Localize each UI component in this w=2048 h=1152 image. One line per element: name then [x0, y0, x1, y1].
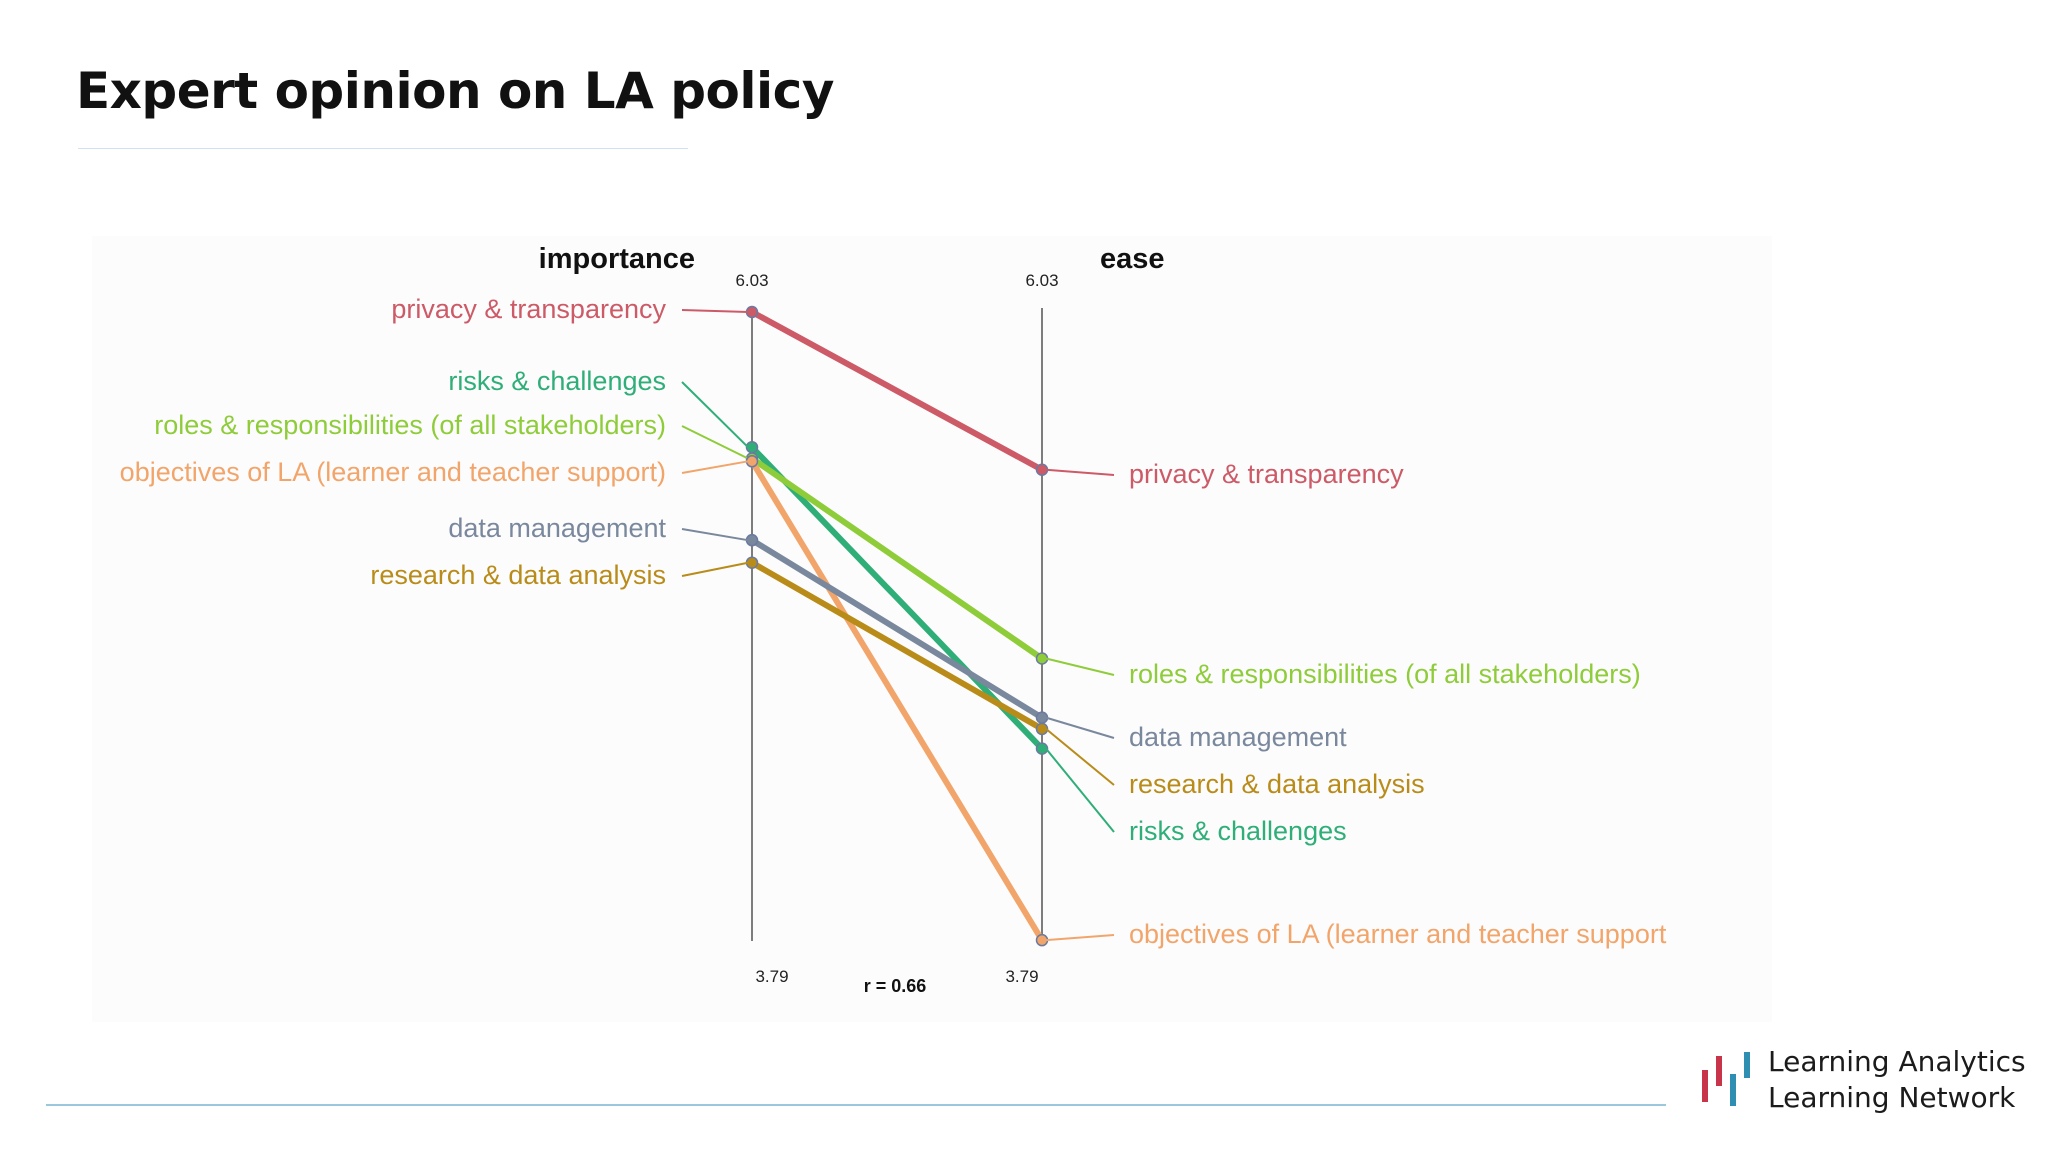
logo-bar [1702, 1070, 1708, 1102]
axis-max-label-ease: 6.03 [1025, 271, 1058, 290]
series-point-ease [1035, 652, 1049, 665]
right-series-label: objectives of LA (learner and teacher su… [1129, 919, 1667, 949]
right-leader-line [1045, 934, 1115, 942]
left-leader-line [681, 381, 749, 448]
axis-title-importance: importance [539, 243, 695, 275]
left-series-label: data management [448, 513, 666, 543]
series-line [749, 455, 1045, 662]
logo-mark-icon [1702, 1052, 1750, 1106]
logo-bar [1716, 1056, 1722, 1086]
series-line [749, 537, 1045, 721]
chart-background [92, 236, 1772, 1022]
series-point-importance [745, 440, 759, 454]
right-series-label: roles & responsibilities (of all stakeho… [1129, 659, 1641, 689]
axis-title-ease: ease [1100, 243, 1165, 275]
series-line [749, 559, 1045, 732]
left-series-label: privacy & transparency [391, 294, 666, 324]
logo-text: Learning Analytics Learning Network [1768, 1044, 2026, 1116]
logo-line-2: Learning Network [1768, 1081, 2016, 1114]
series-point-ease [1035, 742, 1049, 755]
axes-layer: 6.03 3.79 6.03 3.79 importance ease r = 0.66 [539, 243, 1165, 996]
series-point-ease [1035, 463, 1049, 476]
right-series-label: risks & challenges [1129, 816, 1347, 846]
series-line [749, 458, 1045, 944]
right-leader-line [1045, 468, 1115, 476]
right-series-label: data management [1129, 722, 1347, 752]
right-series-label: privacy & transparency [1129, 459, 1404, 489]
left-series-label: roles & responsibilities (of all stakeho… [154, 410, 666, 440]
series-point-ease [1035, 933, 1049, 947]
left-leader-line [681, 528, 749, 542]
left-leader-line [681, 561, 749, 577]
series-line [749, 309, 1045, 473]
axis-min-label-ease: 3.79 [1005, 967, 1038, 986]
logo-line-1: Learning Analytics [1768, 1045, 2026, 1078]
slide-title: Expert opinion on LA policy [76, 62, 834, 120]
left-leader-line [681, 460, 749, 474]
left-series-label: objectives of LA (learner and teacher su… [120, 457, 666, 487]
right-leader-line [1045, 728, 1115, 786]
series-point-importance [745, 455, 759, 468]
series-point-importance [745, 533, 759, 547]
series-point-importance [745, 556, 759, 569]
logo-bar [1744, 1052, 1750, 1078]
footer-rule [46, 1104, 1666, 1106]
correlation-annotation: r = 0.66 [864, 976, 927, 996]
series-point-importance [745, 305, 759, 319]
logo: Learning Analytics Learning Network [1700, 1040, 2030, 1120]
left-leader-line [681, 309, 749, 313]
logo-bar [1730, 1074, 1736, 1106]
right-leader-line [1045, 657, 1115, 676]
right-series-label: research & data analysis [1129, 769, 1425, 799]
axis-max-label-importance: 6.03 [735, 271, 768, 290]
axis-min-label-importance: 3.79 [755, 967, 788, 986]
left-series-label: risks & challenges [448, 366, 666, 396]
labels-layer: privacy & transparency privacy & transpar… [120, 294, 1667, 949]
series-point-ease [1035, 722, 1049, 736]
left-series-label: research & data analysis [370, 560, 666, 590]
series-lines-layer [681, 305, 1115, 947]
title-underline [78, 148, 688, 149]
left-leader-line [681, 425, 749, 460]
right-leader-line [1045, 716, 1115, 739]
series-point-ease [1035, 711, 1049, 724]
right-leader-line [1045, 747, 1115, 833]
